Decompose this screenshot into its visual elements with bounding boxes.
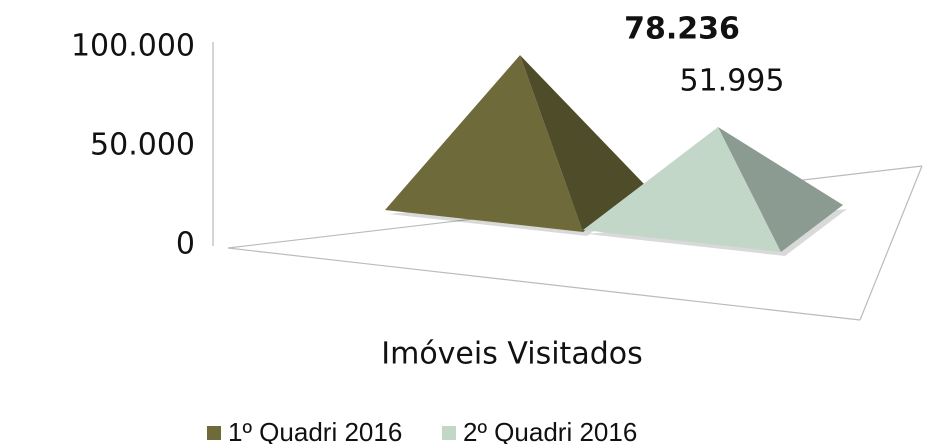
pyramid-side <box>520 55 645 233</box>
legend-label: 1º Quadri 2016 <box>228 417 402 444</box>
legend-label: 2º Quadri 2016 <box>463 417 637 444</box>
y-tick-label: 50.000 <box>90 128 195 163</box>
category-label: Imóveis Visitados <box>381 337 642 372</box>
value-label: 51.995 <box>680 64 785 99</box>
pyramid-front <box>583 127 781 252</box>
pyramid-side <box>718 127 843 252</box>
y-tick-label: 0 <box>176 227 195 262</box>
value-label: 78.236 <box>624 12 740 47</box>
y-tick-label: 100.000 <box>71 29 195 64</box>
pyramid-front <box>385 55 583 233</box>
legend-swatch <box>207 426 221 440</box>
floor-edge <box>227 247 861 321</box>
floor-edge <box>859 165 923 321</box>
legend-swatch <box>442 426 456 440</box>
